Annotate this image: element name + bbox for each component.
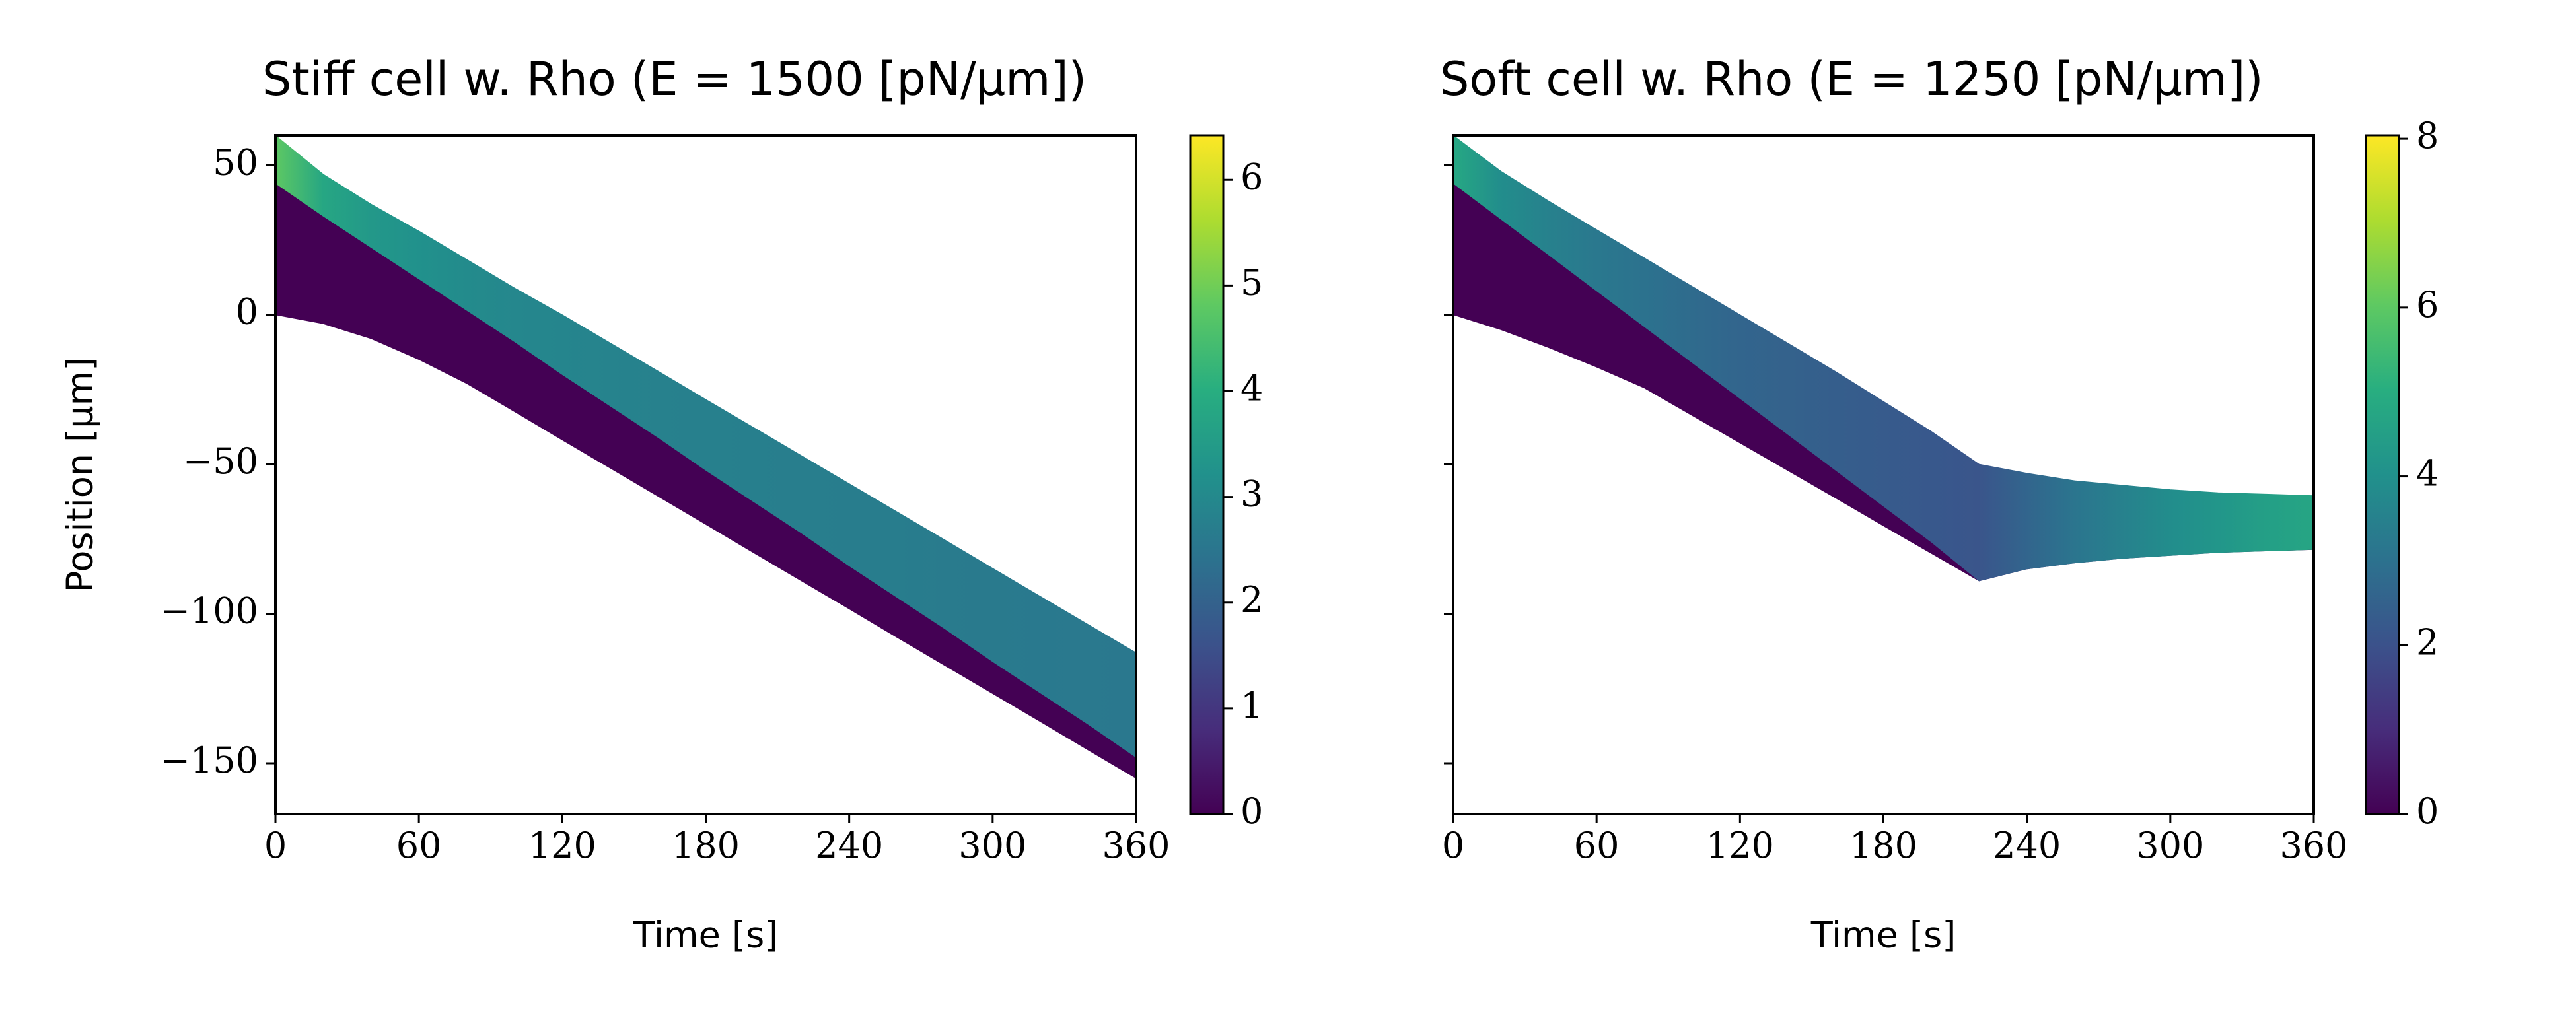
colorbar-tick-label: 6 — [2416, 284, 2439, 326]
x-tick-label: 240 — [815, 825, 883, 866]
x-axis-label: Time [s] — [633, 914, 779, 956]
colorbar-tick-label: 4 — [2416, 453, 2439, 495]
x-tick-label: 180 — [1849, 825, 1917, 866]
y-tick-label: 50 — [213, 141, 258, 183]
colorbar-tick-label: 0 — [1240, 790, 1263, 832]
y-axis-label: Position [μm] — [59, 357, 101, 593]
colorbar-tick-label: 3 — [1240, 473, 1263, 515]
x-tick-label: 300 — [958, 825, 1026, 866]
colorbar-tick-label: 2 — [1240, 579, 1263, 621]
x-tick-label: 360 — [1102, 825, 1170, 866]
rho-region — [275, 134, 1137, 758]
x-tick-label: 60 — [1574, 825, 1620, 866]
x-tick-label: 300 — [2136, 825, 2204, 866]
colorbar-tick-label: 8 — [2416, 115, 2439, 156]
x-tick-label: 240 — [1993, 825, 2061, 866]
y-tick-label: −50 — [183, 440, 258, 482]
chart-title: Soft cell w. Rho (E = 1250 [pN/μm]) — [1440, 52, 2264, 106]
x-tick-label: 360 — [2279, 825, 2347, 866]
colorbar-tick-label: 0 — [2416, 790, 2439, 832]
x-tick-label: 0 — [264, 825, 287, 866]
colorbar-tick-label: 5 — [1240, 261, 1263, 303]
rear-region — [275, 182, 1137, 779]
colorbar-tick-label: 2 — [2416, 621, 2439, 663]
colorbar-tick-label: 4 — [1240, 368, 1263, 409]
colorbar — [1189, 134, 1225, 815]
chart-title: Stiff cell w. Rho (E = 1500 [pN/μm]) — [262, 52, 1087, 106]
y-tick-label: −150 — [161, 739, 258, 781]
x-tick-label: 180 — [672, 825, 740, 866]
colorbar-tick-label: 1 — [1240, 685, 1263, 726]
colorbar — [2365, 134, 2400, 815]
x-tick-label: 120 — [1706, 825, 1774, 866]
x-tick-label: 120 — [528, 825, 596, 866]
x-tick-label: 0 — [1442, 825, 1464, 866]
x-tick-label: 60 — [396, 825, 442, 866]
y-tick-label: 0 — [236, 291, 258, 333]
x-axis-label: Time [s] — [1810, 914, 1956, 956]
y-tick-label: −100 — [161, 590, 258, 632]
colorbar-tick-label: 6 — [1240, 156, 1263, 197]
